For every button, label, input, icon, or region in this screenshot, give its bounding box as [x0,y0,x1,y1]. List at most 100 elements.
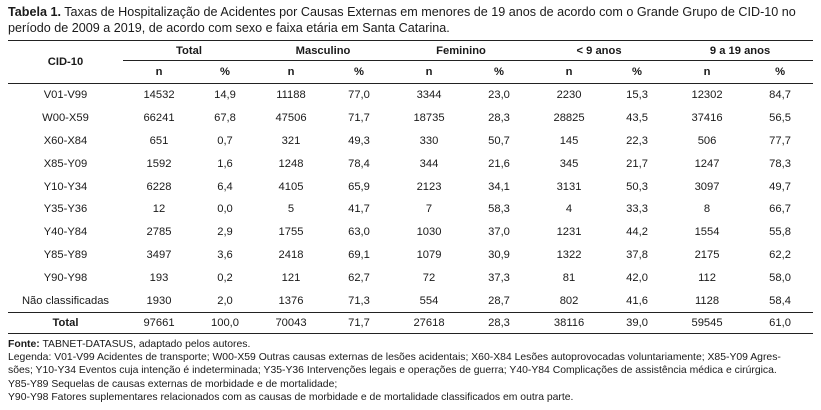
cell-count: 38116 [531,311,608,334]
cell-percent: 41,6 [626,294,648,307]
row-label-cid: X60-X84 [43,134,88,147]
cell-count: 802 [559,294,579,307]
cell-percent: 84,7 [769,89,791,102]
cell-percent: 77,0 [348,89,370,102]
caption-text-line1: Taxas de Hospitalização de Acidentes por… [64,5,796,19]
cell-percent: 30,9 [488,248,510,261]
cell-count: 1030 [416,226,442,239]
cell-percent: 58,4 [769,294,791,307]
data-table: CID-10 Total Masculino Feminino < 9 anos… [8,40,814,334]
legend-line: Y85-Y89 Sequelas de causas externas de m… [8,378,338,390]
group-header-feminino: Feminino [391,40,532,61]
cell-percent: 69,1 [348,248,370,261]
row-label-cid: Y10-Y34 [43,180,88,193]
cell-percent: 49,3 [348,134,370,147]
cell-percent: 67,8 [214,112,236,125]
cell-percent: 58,3 [488,203,510,216]
cell-percent: 71,3 [348,294,370,307]
cell-percent: 1,6 [217,157,233,170]
cell-count: 1231 [556,226,582,239]
table-row: Não classificadas 1930 2,0 1376 71,3 554 28,7 8… [8,289,813,312]
cell-count: 321 [281,134,301,147]
cell-percent: 37,8 [626,248,648,261]
caption-label: Tabela 1. [8,5,61,19]
cell-count: 1554 [694,226,720,239]
cell-percent: 33,3 [626,203,648,216]
cell-percent: 62,2 [769,248,791,261]
cell-count: 1128 [695,294,720,307]
legend-line: Legenda: V01-V99 Acidentes de transporte… [8,352,781,364]
cell-percent: 34,1 [488,180,510,193]
source-text: TABNET-DATASUS, adaptado pelos autores. [39,338,251,350]
group-header-total: Total [123,40,255,61]
cell-count: 3097 [694,180,720,193]
cell-count: 1930 [146,294,172,307]
cell-count: 70043 [255,311,327,334]
table-row: Y35-Y36 12 0,0 5 41,7 7 58,3 4 33,3 8 66,7 [8,198,813,221]
cell-count: 97661 [123,311,195,334]
cell-count: 2230 [556,89,582,102]
cell-count: 2123 [416,180,442,193]
cell-percent: 58,0 [769,271,791,284]
table-row: Y85-Y89 3497 3,6 2418 69,1 1079 30,9 1322 37,8 21… [8,244,813,267]
cell-count: 2175 [694,248,720,261]
cell-percent: 14,9 [214,89,236,102]
cell-percent: 49,7 [769,180,791,193]
sub-header-row: n % n % n % n % n % [8,60,814,84]
cell-percent: 100,0 [195,311,255,334]
row-label-cid: Total [8,311,123,334]
table-row: V01-V99 14532 14,9 11188 77,0 3344 23,0 2230 15,… [8,84,813,107]
cell-percent: 66,7 [769,203,791,216]
table-row: X85-Y09 1592 1,6 1248 78,4 344 21,6 345 21,7 1247… [8,152,813,175]
cell-percent: 2,9 [217,226,233,239]
cell-count: 506 [697,134,717,147]
cell-percent: 37,0 [488,226,510,239]
col-header-cid: CID-10 [8,40,123,84]
cell-count: 1376 [278,294,304,307]
cell-percent: 21,6 [488,157,510,170]
cell-count: 345 [559,157,579,170]
cell-count: 4105 [278,180,304,193]
cell-percent: 78,4 [348,157,370,170]
cell-count: 47506 [275,112,307,125]
cell-count: 330 [419,134,439,147]
cell-count: 14532 [143,89,175,102]
source-note: Fonte: TABNET-DATASUS, adaptado pelos au… [8,338,813,351]
row-label-cid: W00-X59 [42,112,89,125]
cell-percent: 56,5 [769,112,791,125]
sub-header-pct: % [747,60,814,84]
cell-percent: 2,0 [217,294,233,307]
cell-percent: 44,2 [626,226,648,239]
table-caption: Tabela 1. Taxas de Hospitalização de Aci… [8,4,813,36]
cell-percent: 23,0 [488,89,510,102]
cell-count: 3131 [556,180,582,193]
cell-percent: 6,4 [217,180,233,193]
table-row: W00-X59 66241 67,8 47506 71,7 18735 28,3 28825 4… [8,107,813,130]
row-label-cid: X85-Y09 [43,157,88,170]
sub-header-n: n [123,60,195,84]
group-header-row: CID-10 Total Masculino Feminino < 9 anos… [8,40,814,84]
row-label-cid: V01-V99 [43,89,88,102]
cell-count: 1592 [146,157,172,170]
cell-percent: 63,0 [348,226,370,239]
cell-count: 554 [419,294,439,307]
cell-count: 2785 [146,226,172,239]
cell-count: 59545 [667,311,748,334]
cell-percent: 21,7 [626,157,648,170]
cell-count: 3497 [146,248,172,261]
cell-count: 37416 [691,112,723,125]
source-label: Fonte: [8,338,40,350]
cell-percent: 22,3 [626,134,648,147]
table-body: V01-V99 14532 14,9 11188 77,0 3344 23,0 2230 15,… [8,84,814,334]
group-header-under9: < 9 anos [531,40,668,61]
cell-count: 1322 [556,248,582,261]
legend-line: Y90-Y98 Fatores suplementares relacionad… [8,391,574,403]
cell-percent: 71,7 [348,112,370,125]
table-figure: Tabela 1. Taxas de Hospitalização de Aci… [8,0,814,404]
cell-count: 145 [559,134,579,147]
table-row: Y10-Y34 6228 6,4 4105 65,9 2123 34,1 3131 50,3 30… [8,175,813,198]
sub-header-n: n [255,60,327,84]
cell-count: 193 [149,271,169,284]
sub-header-pct: % [607,60,668,84]
cell-count: 6228 [146,180,172,193]
